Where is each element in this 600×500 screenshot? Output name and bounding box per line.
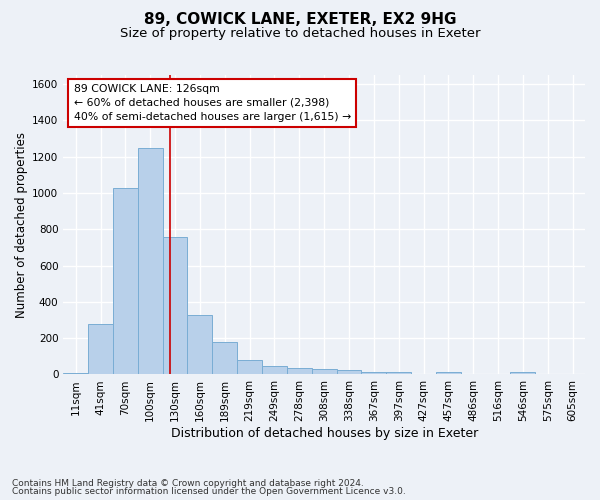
Bar [113, 188, 138, 374]
Bar [386, 372, 411, 374]
Text: Contains HM Land Registry data © Crown copyright and database right 2024.: Contains HM Land Registry data © Crown c… [12, 478, 364, 488]
Bar [511, 372, 535, 374]
Bar [63, 372, 88, 374]
Text: Contains public sector information licensed under the Open Government Licence v3: Contains public sector information licen… [12, 487, 406, 496]
Text: 89, COWICK LANE, EXETER, EX2 9HG: 89, COWICK LANE, EXETER, EX2 9HG [144, 12, 456, 28]
Text: Size of property relative to detached houses in Exeter: Size of property relative to detached ho… [120, 28, 480, 40]
Bar [237, 360, 262, 374]
Bar [88, 324, 113, 374]
Text: 89 COWICK LANE: 126sqm
← 60% of detached houses are smaller (2,398)
40% of semi-: 89 COWICK LANE: 126sqm ← 60% of detached… [74, 84, 351, 122]
Bar [361, 372, 386, 374]
Bar [436, 372, 461, 374]
Bar [163, 238, 187, 374]
X-axis label: Distribution of detached houses by size in Exeter: Distribution of detached houses by size … [170, 427, 478, 440]
Bar [312, 369, 337, 374]
Bar [187, 314, 212, 374]
Bar [287, 368, 312, 374]
Bar [138, 148, 163, 374]
Bar [337, 370, 361, 374]
Bar [262, 366, 287, 374]
Y-axis label: Number of detached properties: Number of detached properties [15, 132, 28, 318]
Bar [212, 342, 237, 374]
